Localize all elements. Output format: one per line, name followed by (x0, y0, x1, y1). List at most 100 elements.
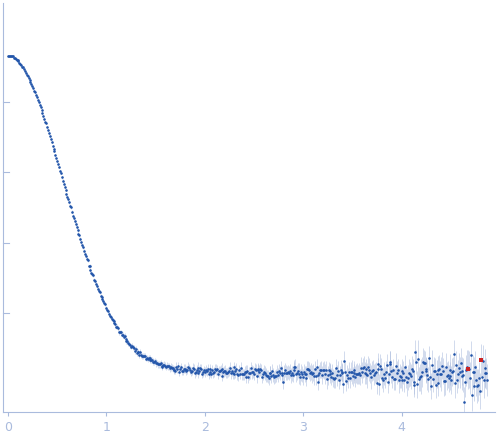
Point (126, 342, 134, 349)
Point (89, 272, 97, 279)
Point (252, 373, 260, 380)
Point (336, 372, 344, 379)
Point (219, 373, 227, 380)
Point (130, 345, 138, 352)
Point (25, 76, 33, 83)
Point (91, 278, 99, 285)
Point (405, 370, 413, 377)
Point (73, 223, 81, 230)
Point (213, 366, 221, 373)
Point (71, 218, 79, 225)
Point (188, 368, 196, 375)
Point (295, 370, 303, 377)
Point (228, 368, 236, 375)
Point (455, 364, 463, 371)
Point (376, 362, 384, 369)
Point (431, 368, 439, 375)
Point (105, 311, 113, 318)
Point (245, 373, 252, 380)
Point (418, 369, 426, 376)
Point (231, 370, 239, 377)
Point (132, 349, 140, 356)
Point (56, 167, 64, 174)
Point (354, 371, 362, 378)
Point (280, 370, 288, 377)
Point (32, 91, 40, 98)
Point (383, 361, 391, 368)
Point (99, 296, 107, 303)
Point (283, 369, 291, 376)
Point (468, 392, 476, 399)
Point (207, 370, 215, 377)
Point (470, 383, 478, 390)
Point (109, 317, 117, 324)
Point (53, 158, 61, 165)
Point (271, 373, 279, 380)
Point (300, 368, 308, 375)
Point (222, 369, 230, 376)
Point (240, 371, 248, 378)
Point (37, 107, 45, 114)
Point (124, 338, 131, 345)
Point (462, 367, 470, 374)
Point (145, 355, 153, 362)
Point (398, 368, 406, 375)
Point (248, 368, 256, 375)
Point (441, 378, 449, 385)
Point (106, 312, 114, 319)
Point (293, 369, 301, 376)
Point (432, 382, 440, 389)
Point (446, 372, 454, 379)
Point (227, 370, 235, 377)
Point (309, 369, 317, 376)
Point (255, 368, 263, 375)
Point (94, 286, 102, 293)
Point (13, 56, 21, 63)
Point (396, 373, 404, 380)
Point (172, 363, 180, 370)
Point (396, 372, 404, 379)
Point (136, 349, 144, 356)
Point (296, 373, 304, 380)
Point (187, 368, 195, 375)
Point (343, 371, 351, 378)
Point (355, 370, 363, 377)
Point (445, 375, 453, 382)
Point (437, 371, 445, 378)
Point (167, 364, 175, 371)
Point (192, 368, 200, 375)
Point (186, 367, 194, 374)
Point (370, 371, 378, 378)
Point (262, 371, 270, 378)
Point (351, 370, 359, 377)
Point (242, 374, 249, 381)
Point (46, 132, 54, 139)
Point (29, 84, 37, 91)
Point (55, 163, 63, 170)
Point (232, 368, 240, 375)
Point (16, 60, 24, 67)
Point (27, 80, 35, 87)
Point (439, 368, 447, 375)
Point (270, 374, 278, 381)
Point (366, 369, 374, 376)
Point (315, 370, 323, 377)
Point (267, 373, 275, 380)
Point (157, 363, 165, 370)
Point (332, 364, 340, 371)
Point (78, 242, 86, 249)
Point (62, 191, 70, 198)
Point (380, 370, 388, 377)
Point (389, 367, 397, 374)
Point (363, 370, 371, 377)
Point (426, 374, 434, 381)
Point (7, 52, 15, 59)
Point (338, 369, 346, 376)
Point (127, 343, 135, 350)
Point (237, 364, 245, 371)
Point (314, 371, 322, 378)
Point (474, 382, 482, 389)
Point (114, 325, 122, 332)
Point (40, 116, 48, 123)
Point (100, 299, 108, 306)
